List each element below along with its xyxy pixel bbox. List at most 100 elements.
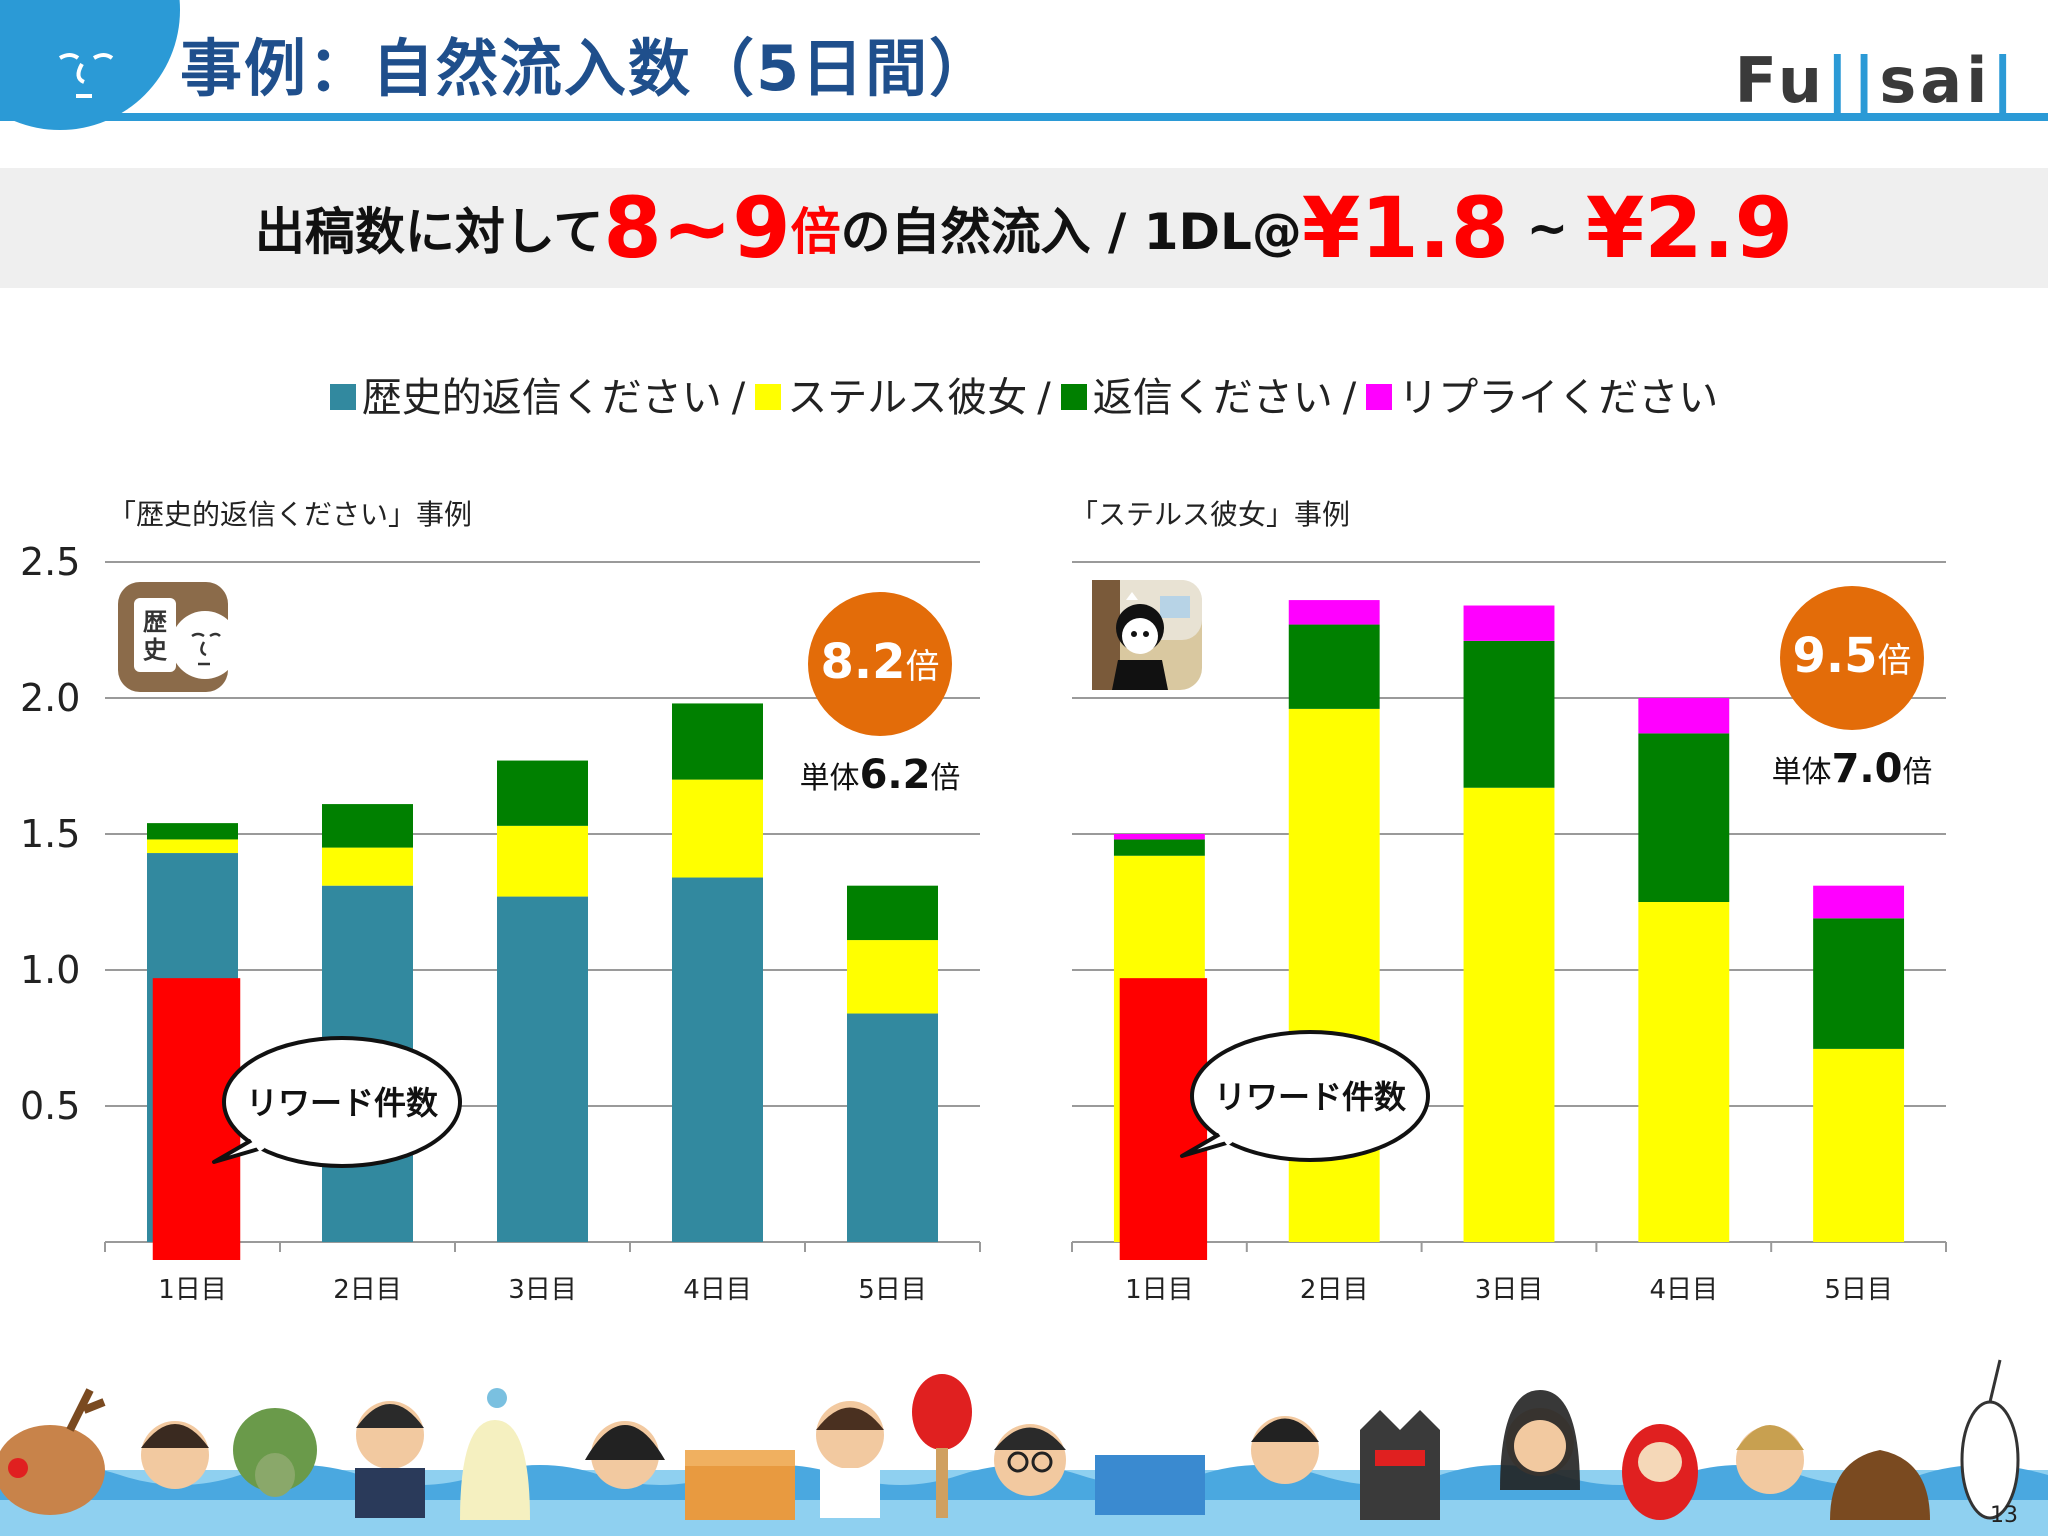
sub-unit: 倍 (930, 761, 960, 796)
person-character-icon (816, 1401, 884, 1518)
sub-unit: 倍 (1902, 755, 1932, 790)
left-chart-caption: 「歴史的返信ください」事例 (108, 498, 472, 531)
blue-box-character-icon (1095, 1455, 1205, 1515)
y-tick-label: 2.5 (20, 540, 80, 584)
legend-separator: / (731, 375, 746, 421)
sub-value: 7.0 (1832, 746, 1903, 792)
bar-segment (1113, 839, 1205, 856)
bar-segment (1463, 640, 1555, 788)
robot-character-icon (1360, 1410, 1440, 1520)
badge-unit: 倍 (906, 647, 940, 687)
x-tick-label: 1日目 (1125, 1275, 1194, 1305)
svg-text:9.5倍: 9.5倍 (1792, 628, 1911, 684)
right-x-labels: 1日目 2日目 3日目 4日目 5日目 (1125, 1275, 1893, 1305)
y-tick-label: 0.5 (20, 1084, 80, 1128)
person-character-icon (1500, 1390, 1580, 1490)
bar-segment (147, 823, 238, 840)
bar-segment (847, 940, 938, 1014)
headline-banner (0, 168, 2048, 288)
y-tick-label: 1.0 (20, 948, 80, 992)
headline-part1: 出稿数に対して (254, 203, 604, 261)
reward-bars (152, 978, 1208, 1260)
logo-bars-1: || (1826, 44, 1880, 117)
person-character-icon (994, 1424, 1066, 1496)
headline-cost-high: ¥2.9 (1585, 179, 1794, 277)
legend-label: リプライください (1398, 375, 1719, 421)
legend-swatch-teal (329, 384, 356, 410)
bar-segment (497, 896, 588, 1242)
left-standalone-multiplier: 単体6.2倍 (800, 752, 961, 798)
badge-value: 9.5 (1792, 628, 1877, 684)
bar-segment (1288, 600, 1380, 625)
icon-char: 史 (143, 636, 168, 664)
badge-unit: 倍 (1878, 641, 1912, 681)
headline-part3: の自然流入 / 1DL@ (840, 203, 1302, 261)
person-character-icon (141, 1421, 209, 1489)
legend-separator: / (1037, 375, 1051, 421)
x-tick-label: 5日目 (1824, 1275, 1893, 1305)
reward-label: リワード件数 (1214, 1078, 1407, 1116)
person-character-icon (585, 1421, 665, 1489)
headline-tilde: ~ (1509, 199, 1586, 257)
bar-segment (1113, 834, 1205, 840)
x-tick-label: 4日目 (1650, 1275, 1719, 1305)
chart-legend: 歴史的返信ください / ステルス彼女 / 返信ください / リプライください (0, 365, 2048, 423)
bar-segment (1813, 918, 1905, 1049)
reward-bar (152, 978, 241, 1260)
bar-segment (672, 703, 763, 780)
sub-value: 6.2 (860, 752, 931, 798)
left-x-labels: 1日目 2日目 3日目 4日目 5日目 (158, 1275, 927, 1305)
person-character-icon (1736, 1425, 1804, 1494)
bar-segment (1638, 733, 1730, 902)
x-tick-label: 5日目 (858, 1275, 927, 1305)
bar-segment (847, 1013, 938, 1242)
headline-multiplier: 8~9 (603, 179, 791, 277)
y-tick-label: 2.0 (20, 676, 80, 720)
x-tick-label: 2日目 (333, 1275, 402, 1305)
right-reward-callout: リワード件数 (1180, 1030, 1430, 1162)
legend-swatch-green (1060, 384, 1087, 410)
bar-segment (1288, 624, 1380, 709)
bar-segment (1638, 902, 1730, 1242)
right-multiplier-badge: 9.5倍 (1780, 586, 1924, 730)
left-reward-callout: リワード件数 (212, 1036, 462, 1168)
svg-text:8.2倍: 8.2倍 (820, 634, 939, 690)
sub-prefix: 単体 (1772, 755, 1832, 790)
legend-swatch-yellow (755, 384, 782, 410)
left-multiplier-badge: 8.2倍 (808, 592, 952, 736)
x-tick-label: 1日目 (158, 1275, 227, 1305)
reward-bar (1119, 978, 1208, 1260)
headline-multiplier-unit: 倍 (790, 203, 841, 261)
ghost-character-icon (460, 1388, 530, 1520)
person-character-icon (355, 1401, 425, 1518)
reindeer-character-icon (0, 1388, 106, 1515)
bar-segment (672, 877, 763, 1242)
bar-segment (1463, 605, 1555, 641)
icon-char: 歴 (143, 608, 167, 636)
x-tick-label: 3日目 (508, 1275, 577, 1305)
legend-label: ステルス彼女 (787, 375, 1028, 421)
character-lineup-illustration (0, 1359, 2048, 1536)
charts-canvas: 「歴史的返信ください」事例 「ステルス彼女」事例 0.5 1.0 1.5 2.0 2.5… (20, 498, 1947, 1305)
y-axis-ticks: 0.5 1.0 1.5 2.0 2.5 (20, 540, 80, 1128)
sub-prefix: 単体 (800, 761, 860, 796)
right-chart-caption: 「ステルス彼女」事例 (1070, 498, 1350, 531)
reward-label: リワード件数 (246, 1084, 439, 1122)
mascot-character-icon (1960, 1359, 2020, 1520)
logo-text-1: Fu (1734, 44, 1827, 117)
box-character-icon (685, 1450, 795, 1520)
legend-label: 歴史的返信ください (361, 375, 722, 421)
headline: 出稿数に対して 8~9 倍の自然流入 / 1DL@ ¥1.8 ~ ¥2.9 (0, 168, 2048, 288)
legend-swatch-magenta (1366, 384, 1393, 410)
page-title: 事例：自然流入数（5日間） (180, 32, 994, 105)
broccoli-character-icon (233, 1408, 317, 1497)
bar-segment (497, 760, 588, 826)
match-character-icon (912, 1374, 972, 1518)
bar-segment (847, 885, 938, 941)
bar-segment (1638, 698, 1730, 734)
x-tick-label: 3日目 (1475, 1275, 1544, 1305)
legend-label: 返信ください (1092, 375, 1333, 421)
badge-value: 8.2 (820, 634, 905, 690)
bar-segment (322, 804, 413, 848)
face-logo-icon (58, 53, 114, 98)
